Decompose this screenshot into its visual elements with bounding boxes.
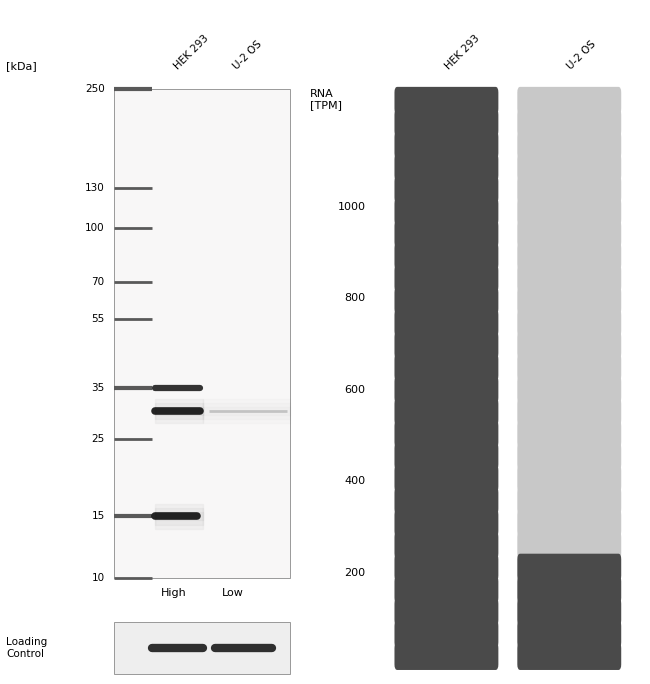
FancyBboxPatch shape <box>395 443 499 470</box>
FancyBboxPatch shape <box>517 487 621 514</box>
FancyBboxPatch shape <box>517 131 621 159</box>
FancyBboxPatch shape <box>517 87 621 114</box>
FancyBboxPatch shape <box>517 243 621 270</box>
FancyBboxPatch shape <box>395 576 499 603</box>
FancyBboxPatch shape <box>517 354 621 381</box>
Text: 250: 250 <box>85 84 105 94</box>
FancyBboxPatch shape <box>395 332 499 359</box>
FancyBboxPatch shape <box>395 376 499 404</box>
FancyBboxPatch shape <box>395 643 499 670</box>
Text: 400: 400 <box>344 477 366 486</box>
FancyBboxPatch shape <box>517 332 621 359</box>
FancyBboxPatch shape <box>517 643 621 670</box>
FancyBboxPatch shape <box>517 554 621 581</box>
FancyBboxPatch shape <box>517 265 621 292</box>
Text: 55: 55 <box>92 314 105 324</box>
FancyBboxPatch shape <box>395 287 499 315</box>
FancyBboxPatch shape <box>517 443 621 470</box>
Text: 10: 10 <box>92 573 105 583</box>
FancyBboxPatch shape <box>395 220 499 248</box>
Text: Loading
Control: Loading Control <box>6 637 47 659</box>
FancyBboxPatch shape <box>517 198 621 226</box>
FancyBboxPatch shape <box>395 598 499 626</box>
FancyBboxPatch shape <box>517 576 621 603</box>
FancyBboxPatch shape <box>517 176 621 203</box>
FancyBboxPatch shape <box>517 109 621 137</box>
FancyBboxPatch shape <box>395 198 499 226</box>
Text: Low: Low <box>222 588 244 598</box>
FancyBboxPatch shape <box>114 89 290 578</box>
Text: U-2 OS: U-2 OS <box>231 39 265 72</box>
Text: 800: 800 <box>344 293 366 303</box>
FancyBboxPatch shape <box>517 309 621 337</box>
FancyBboxPatch shape <box>517 154 621 181</box>
Text: 600: 600 <box>344 385 366 395</box>
FancyBboxPatch shape <box>395 354 499 381</box>
FancyBboxPatch shape <box>114 622 290 674</box>
Text: 15: 15 <box>92 512 105 521</box>
Text: [kDa]: [kDa] <box>6 62 37 72</box>
FancyBboxPatch shape <box>395 554 499 581</box>
Text: 1000: 1000 <box>338 202 366 212</box>
FancyBboxPatch shape <box>395 465 499 492</box>
FancyBboxPatch shape <box>395 421 499 448</box>
Text: HEK 293: HEK 293 <box>172 34 210 72</box>
FancyBboxPatch shape <box>395 398 499 425</box>
FancyBboxPatch shape <box>395 87 499 114</box>
FancyBboxPatch shape <box>395 109 499 137</box>
FancyBboxPatch shape <box>395 509 499 537</box>
Text: 70: 70 <box>92 277 105 287</box>
FancyBboxPatch shape <box>517 531 621 559</box>
Text: HEK 293: HEK 293 <box>443 34 481 72</box>
FancyBboxPatch shape <box>395 309 499 337</box>
FancyBboxPatch shape <box>395 487 499 514</box>
FancyBboxPatch shape <box>517 398 621 425</box>
FancyBboxPatch shape <box>395 131 499 159</box>
FancyBboxPatch shape <box>517 509 621 537</box>
FancyBboxPatch shape <box>517 598 621 626</box>
FancyBboxPatch shape <box>395 531 499 559</box>
Text: 100: 100 <box>85 223 105 233</box>
FancyBboxPatch shape <box>395 243 499 270</box>
FancyBboxPatch shape <box>517 220 621 248</box>
FancyBboxPatch shape <box>517 620 621 648</box>
FancyBboxPatch shape <box>395 620 499 648</box>
Text: 130: 130 <box>85 183 105 194</box>
Text: High: High <box>161 588 187 598</box>
FancyBboxPatch shape <box>395 176 499 203</box>
Text: 25: 25 <box>92 434 105 444</box>
FancyBboxPatch shape <box>517 376 621 404</box>
Text: 200: 200 <box>344 568 366 578</box>
Text: 35: 35 <box>92 382 105 393</box>
Text: RNA
[TPM]: RNA [TPM] <box>309 89 341 111</box>
FancyBboxPatch shape <box>395 154 499 181</box>
FancyBboxPatch shape <box>517 465 621 492</box>
FancyBboxPatch shape <box>517 421 621 448</box>
Text: U-2 OS: U-2 OS <box>566 39 598 72</box>
FancyBboxPatch shape <box>517 287 621 315</box>
FancyBboxPatch shape <box>395 265 499 292</box>
